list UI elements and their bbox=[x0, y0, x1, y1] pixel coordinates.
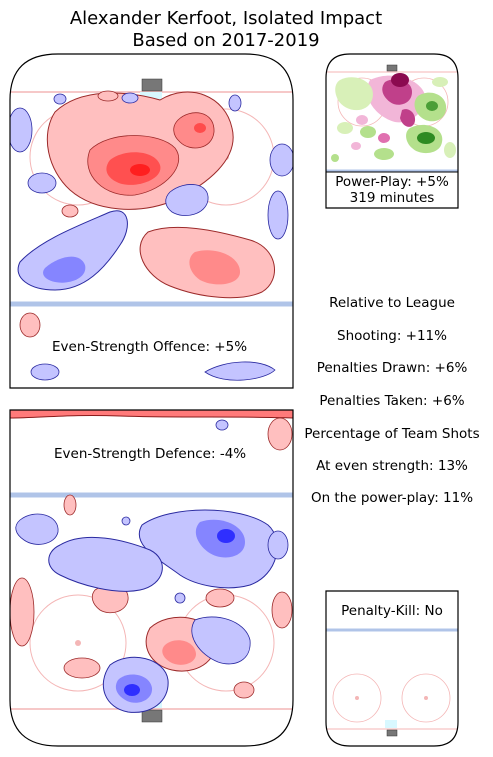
stat-penalties-taken: Penalties Taken: +6% bbox=[319, 393, 465, 409]
defence-rink bbox=[10, 410, 293, 746]
stat-team-shots-header: Percentage of Team Shots bbox=[304, 426, 480, 442]
stat-shooting: Shooting: +11% bbox=[337, 328, 447, 344]
chart-title-line-2: Based on 2017-2019 bbox=[132, 30, 320, 51]
offence-rink bbox=[10, 54, 293, 388]
defence-label: Even-Strength Defence: -4% bbox=[54, 446, 247, 462]
stats-header: Relative to League bbox=[329, 295, 455, 311]
penalty-kill-label: Penalty-Kill: No bbox=[341, 603, 443, 619]
power-play-rink bbox=[326, 54, 458, 208]
power-play-minutes: 319 minutes bbox=[349, 190, 435, 206]
stat-power-play: On the power-play: 11% bbox=[310, 490, 474, 506]
stat-even-strength: At even strength: 13% bbox=[316, 458, 468, 474]
defence-negative-regions bbox=[15, 419, 289, 713]
offence-positive-regions bbox=[19, 90, 275, 338]
power-play-negative-regions bbox=[331, 77, 456, 162]
power-play-positive-regions bbox=[351, 73, 426, 150]
power-play-label: Power-Play: +5% bbox=[335, 174, 449, 190]
penalty-kill-rink bbox=[326, 591, 458, 746]
offence-label: Even-Strength Offence: +5% bbox=[52, 339, 248, 355]
stat-penalties-drawn: Penalties Drawn: +6% bbox=[316, 360, 468, 376]
chart-title-line-1: Alexander Kerfoot, Isolated Impact bbox=[69, 8, 383, 29]
offence-negative-regions bbox=[10, 92, 293, 381]
